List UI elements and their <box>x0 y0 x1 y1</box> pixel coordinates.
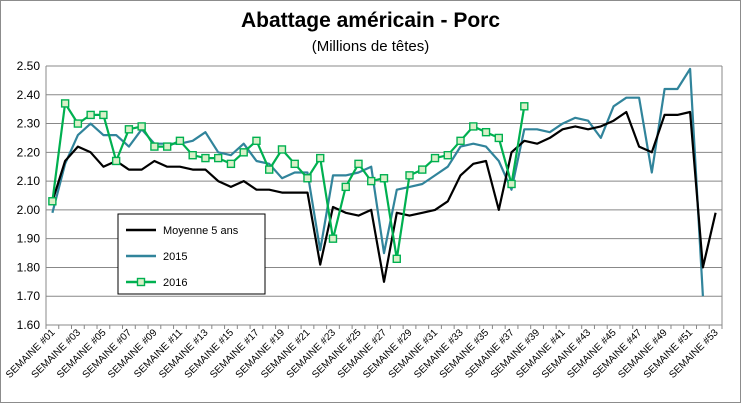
chart-title: Abattage américain - Porc <box>240 9 501 32</box>
legend-marker <box>136 277 146 287</box>
legend-label: 2015 <box>163 251 187 263</box>
series-lines <box>48 67 717 297</box>
legend-label: 2016 <box>163 277 187 289</box>
data-point-marker <box>303 174 312 183</box>
data-point-marker <box>443 151 452 160</box>
data-point-marker <box>418 165 427 174</box>
data-point-marker <box>252 136 261 146</box>
data-point-marker <box>213 153 223 163</box>
data-point-marker <box>60 99 70 108</box>
legend: Moyenne 5 ans 2015 2016 <box>117 213 266 295</box>
y-tick-label: 2.10 <box>17 174 41 188</box>
data-point-marker <box>137 122 146 131</box>
y-tick-label: 2.00 <box>17 203 41 217</box>
legend-label: Moyenne 5 ans <box>163 225 239 237</box>
data-point-marker <box>481 127 491 137</box>
data-point-marker <box>456 136 465 146</box>
series-line-0 <box>51 110 717 283</box>
data-point-marker <box>175 136 185 146</box>
y-tick-label: 1.70 <box>17 289 41 303</box>
data-point-marker <box>201 153 210 163</box>
data-point-marker <box>469 122 478 131</box>
data-point-marker <box>354 159 363 169</box>
data-point-marker <box>341 182 350 192</box>
data-point-marker <box>520 102 529 111</box>
y-tick-label: 1.60 <box>17 318 41 332</box>
data-point-marker <box>265 165 274 174</box>
y-tick-label: 2.30 <box>17 117 41 131</box>
y-tick-label: 2.50 <box>17 59 41 73</box>
data-point-marker <box>73 119 83 128</box>
data-point-marker <box>277 145 287 154</box>
data-point-marker <box>507 179 516 189</box>
data-point-marker <box>150 142 159 151</box>
data-point-marker <box>124 125 134 134</box>
y-tick-label: 2.20 <box>17 145 41 159</box>
data-point-marker <box>367 176 376 186</box>
data-point-marker <box>379 174 389 183</box>
data-point-marker <box>226 159 236 169</box>
y-tick-label: 1.90 <box>17 232 41 246</box>
data-point-marker <box>430 153 440 163</box>
y-tick-label: 2.40 <box>17 88 41 102</box>
chart-subtitle: (Millions de têtes) <box>311 38 430 55</box>
data-point-marker <box>162 142 172 151</box>
y-axis-ticks: 1.60 1.70 1.80 1.90 2.00 2.10 2.20 2.30 2.40 2.50 <box>17 59 41 332</box>
data-point-marker <box>111 156 121 166</box>
y-tick-label: 1.80 <box>17 260 41 274</box>
data-point-marker <box>48 197 57 206</box>
data-point-marker <box>392 254 401 264</box>
data-point-marker <box>239 148 248 157</box>
data-point-marker <box>188 151 197 160</box>
data-point-marker <box>316 153 325 163</box>
series-line-1 <box>51 67 704 297</box>
data-point-marker <box>86 110 95 120</box>
data-point-marker <box>405 171 414 180</box>
data-point-marker <box>494 133 503 143</box>
data-point-marker <box>290 159 299 169</box>
data-point-marker <box>99 110 108 120</box>
data-point-marker <box>328 234 338 243</box>
